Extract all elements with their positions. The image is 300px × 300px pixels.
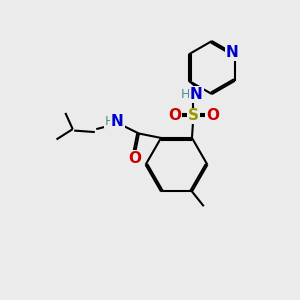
Text: O: O xyxy=(128,151,141,166)
Text: S: S xyxy=(188,108,199,123)
Text: O: O xyxy=(168,108,181,123)
Text: N: N xyxy=(226,45,238,60)
Text: N: N xyxy=(190,87,203,102)
Text: O: O xyxy=(206,108,219,123)
Text: H: H xyxy=(181,88,190,101)
Text: N: N xyxy=(111,114,124,129)
Text: H: H xyxy=(105,115,114,128)
